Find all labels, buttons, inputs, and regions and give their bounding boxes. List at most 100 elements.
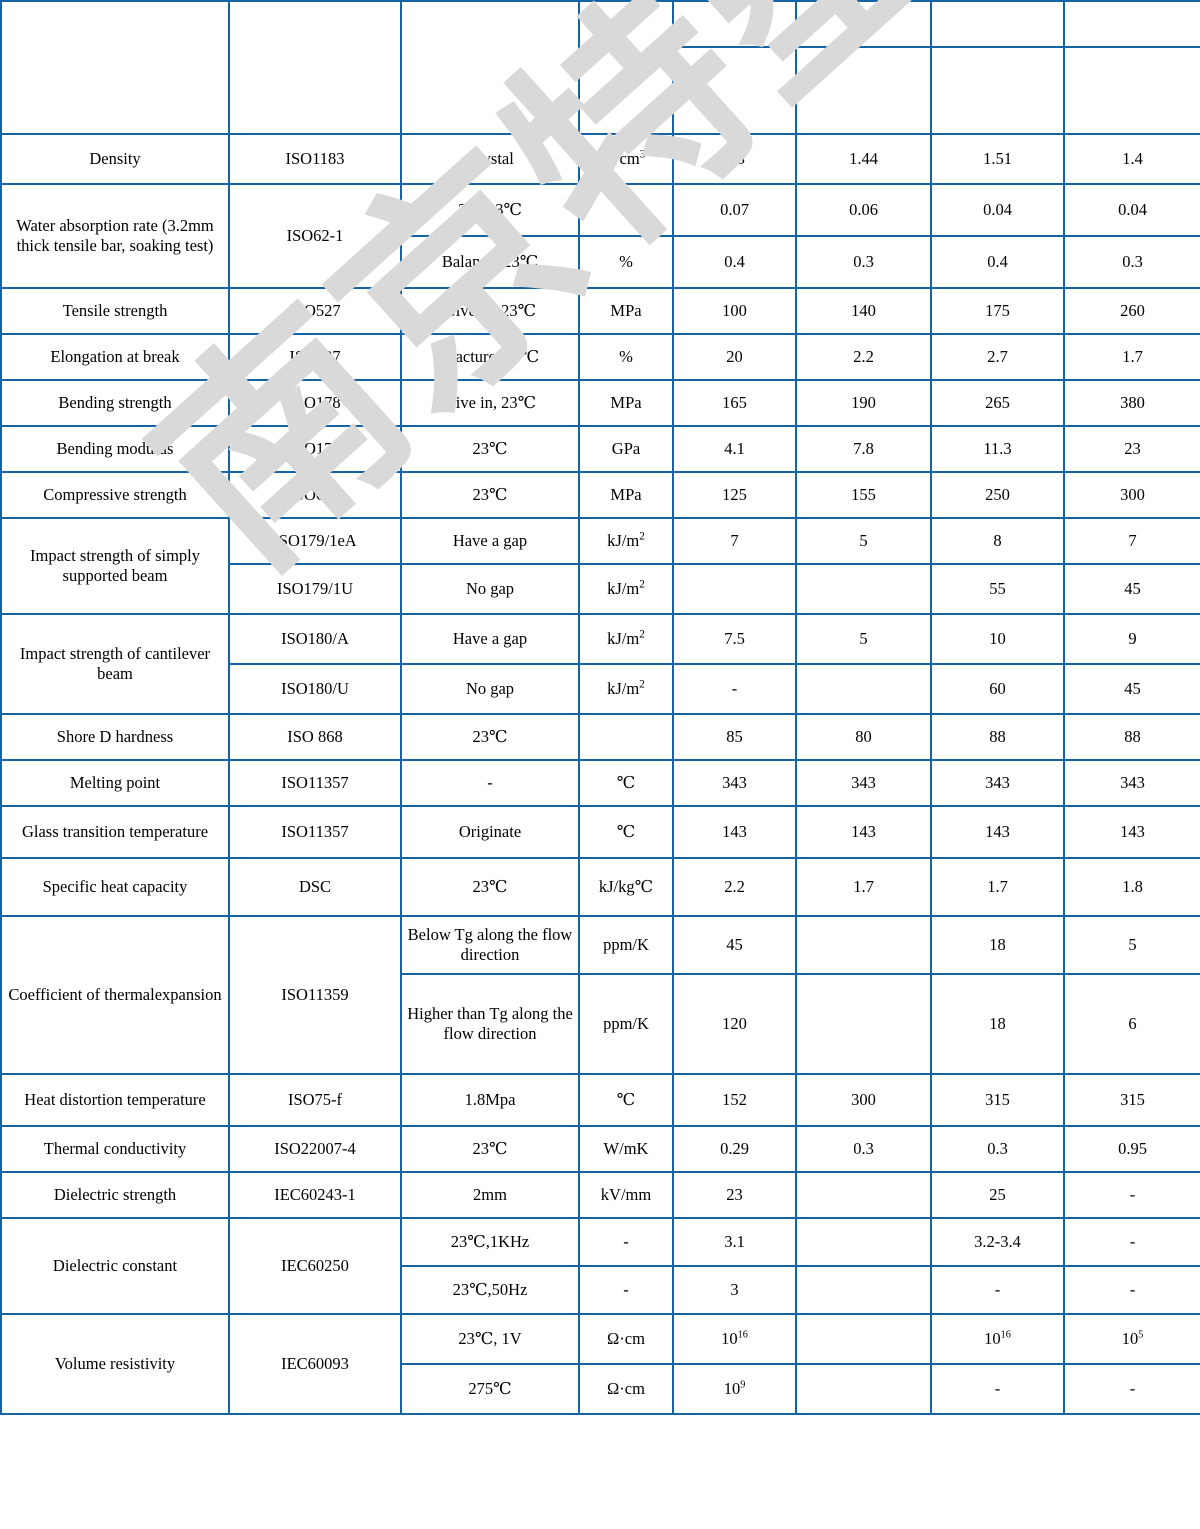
cell-value-product-2 <box>795 1264 932 1315</box>
cell-value-product-1: 7 <box>672 516 797 565</box>
cell-test-condition: - <box>400 758 580 807</box>
cell-value-product-1 <box>672 562 797 615</box>
cell-value-product-2: 343 <box>795 758 932 807</box>
cell-unit: ppm/K <box>578 914 674 975</box>
cell-unit: MPa <box>578 378 674 427</box>
cell-test-condition: No gap <box>400 662 580 715</box>
cell-value-product-3: 55 <box>930 562 1065 615</box>
cell-value-product-4: 300 <box>1063 470 1200 519</box>
cell-value-product-1: 7.5 <box>672 612 797 665</box>
cell-unit: ppm/K <box>578 972 674 1075</box>
cell-unit: kJ/m2 <box>578 562 674 615</box>
cell-value-product-3: - <box>930 1362 1065 1415</box>
cell-test-criteria: ISO180/U <box>228 662 402 715</box>
table-row: Higher than Tg along the flow direction p… <box>1 972 1200 1075</box>
cell-value-product-1: 3 <box>672 1264 797 1315</box>
cell-test-criteria: ISO75-f <box>228 1072 402 1127</box>
cell-value-product-2 <box>795 1312 932 1365</box>
cell-unit: % <box>578 234 674 289</box>
cell-value-product-1: 45 <box>672 914 797 975</box>
cell-value-product-3: 0.3 <box>930 1124 1065 1173</box>
cell-test-condition: 23℃,1KHz <box>400 1216 580 1267</box>
spec-sheet: Test items Test criteria Test conditions… <box>0 0 1200 1415</box>
cell-value-product-3: 1016 <box>930 1312 1065 1365</box>
cell-value-product-4: 315 <box>1063 1072 1200 1127</box>
cell-unit: kJ/kg℃ <box>578 856 674 917</box>
cell-value-product-2 <box>795 662 932 715</box>
cell-unit: kV/mm <box>578 1170 674 1219</box>
cell-value-product-4: 343 <box>1063 758 1200 807</box>
cell-value-product-4: 88 <box>1063 712 1200 761</box>
cell-test-condition: Below Tg along the flow direction <box>400 914 580 975</box>
cell-value-product-1: 0.4 <box>672 234 797 289</box>
cell-value-product-4: 7 <box>1063 516 1200 565</box>
cell-value-product-3: 60 <box>930 662 1065 715</box>
cell-unit: kJ/m2 <box>578 612 674 665</box>
cell-test-criteria: ISO179/1eA <box>228 516 402 565</box>
cell-value-product-2: 5 <box>795 612 932 665</box>
cell-value-product-1: 3.1 <box>672 1216 797 1267</box>
cell-value-product-4: 380 <box>1063 378 1200 427</box>
cell-test-condition: 275℃ <box>400 1362 580 1415</box>
cell-value-product-3: 1.7 <box>930 856 1065 917</box>
column-header-product-code-1: NJSSPEEK-1000 <box>672 0 797 49</box>
cell-unit: MPa <box>578 470 674 519</box>
cell-test-condition: 24h,23℃ <box>400 182 580 237</box>
cell-test-condition: 23℃,50Hz <box>400 1264 580 1315</box>
cell-value-product-2: 155 <box>795 470 932 519</box>
cell-value-product-2: 0.06 <box>795 182 932 237</box>
cell-value-product-2: 2.2 <box>795 332 932 381</box>
cell-value-product-3: 8 <box>930 516 1065 565</box>
cell-test-condition: Give in, 23℃ <box>400 286 580 335</box>
cell-unit: Ω·cm <box>578 1312 674 1365</box>
cell-value-product-3: 315 <box>930 1072 1065 1127</box>
cell-value-product-1: 1016 <box>672 1312 797 1365</box>
cell-test-criteria: ISO11357 <box>228 758 402 807</box>
cell-test-criteria: ISO527 <box>228 286 402 335</box>
table-row: Water absorption rate (3.2mm thick tensi… <box>0 182 1200 289</box>
cell-value-product-3: 175 <box>930 286 1065 335</box>
cell-value-product-4: 9 <box>1063 612 1200 665</box>
cell-value-product-2 <box>795 914 932 975</box>
cell-unit: - <box>578 1264 674 1315</box>
cell-value-product-1: 343 <box>672 758 797 807</box>
cell-unit: kJ/m2 <box>578 516 674 565</box>
cell-value-product-1: 85 <box>672 712 797 761</box>
cell-value-product-1: 165 <box>672 378 797 427</box>
cell-value-product-2 <box>795 1216 932 1267</box>
cell-test-item: Dielectric constant <box>0 1216 230 1315</box>
cell-value-product-4: 143 <box>1063 804 1200 859</box>
cell-test-criteria: IEC60250 <box>228 1216 402 1315</box>
cell-value-product-3: 250 <box>930 470 1065 519</box>
cell-value-product-1: 125 <box>672 470 797 519</box>
cell-test-condition: No gap <box>400 562 580 615</box>
cell-unit: W/mK <box>578 1124 674 1173</box>
cell-value-product-3: 265 <box>930 378 1065 427</box>
cell-value-product-3: 1.51 <box>930 132 1065 185</box>
cell-value-product-2: 7.8 <box>795 424 932 473</box>
cell-value-product-2: 0.3 <box>795 234 932 289</box>
cell-value-product-4: 0.3 <box>1063 234 1200 289</box>
cell-value-product-3: 343 <box>930 758 1065 807</box>
cell-test-condition: 23℃, 1V <box>400 1312 580 1365</box>
table-body: Density ISO1183 Crystal g/cm3 1.3 1.44 1.51 1.4… <box>0 132 1200 1415</box>
table-row: ISO180/U No gap kJ/m2- 60 45 <box>1 662 1200 715</box>
cell-test-item: Density <box>0 132 230 185</box>
table-row: Specific heat capacity DSC 23℃ kJ/kg℃ 2.2 1.7… <box>0 856 1200 917</box>
table-row: Compressive strength ISO604 23℃ MPa 125 155 25… <box>0 470 1200 519</box>
cell-test-item: Shore D hardness <box>0 712 230 761</box>
cell-test-item: Water absorption rate (3.2mm thick tensi… <box>0 182 230 289</box>
cell-unit: ℃ <box>578 804 674 859</box>
cell-value-product-3: 25 <box>930 1170 1065 1219</box>
cell-test-condition: Originate <box>400 804 580 859</box>
cell-test-item: Compressive strength <box>0 470 230 519</box>
cell-unit: GPa <box>578 424 674 473</box>
cell-value-product-3: - <box>930 1264 1065 1315</box>
table-row: 23℃,50Hz -3- - <box>1 1264 1200 1315</box>
table-row: Dielectric strength IEC60243-1 2mm kV/mm 23 2… <box>0 1170 1200 1219</box>
cell-value-product-3: 10 <box>930 612 1065 665</box>
cell-value-product-3: 2.7 <box>930 332 1065 381</box>
cell-unit <box>578 712 674 761</box>
cell-test-criteria: ISO604 <box>228 470 402 519</box>
cell-test-item: Impact strength of cantilever beam <box>0 612 230 715</box>
